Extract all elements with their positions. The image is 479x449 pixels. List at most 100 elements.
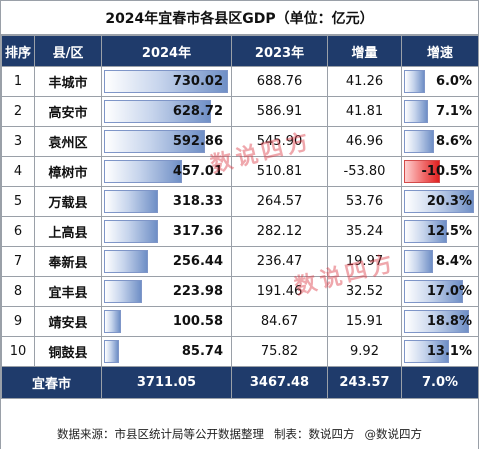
row-growth-rate: 18.8%: [401, 306, 479, 337]
gdp-bar: [104, 70, 228, 93]
row-gdp-2023: 84.67: [231, 306, 328, 337]
row-rank: 10: [1, 336, 35, 367]
row-increase: 41.81: [327, 96, 402, 127]
rate-bar: [404, 340, 449, 363]
growth-rate-value: 8.6%: [435, 134, 472, 149]
header-gdp-2023: 2023年: [231, 35, 328, 67]
row-growth-rate: 7.1%: [401, 96, 479, 127]
rate-bar: [404, 250, 433, 273]
growth-rate-value: 17.0%: [426, 284, 472, 299]
table-row: 1 丰城市 730.02 688.76 41.26 6.0%: [1, 66, 479, 97]
rate-bar: [404, 130, 434, 153]
row-growth-rate: 6.0%: [401, 66, 479, 97]
gdp-bar: [104, 250, 148, 273]
row-county: 高安市: [34, 96, 102, 127]
gdp-2024-value: 628.72: [172, 104, 223, 119]
row-gdp-2023: 264.57: [231, 186, 328, 217]
header-county: 县/区: [34, 35, 102, 67]
row-gdp-2023: 191.46: [231, 276, 328, 307]
row-gdp-2024: 592.86: [101, 126, 232, 157]
row-county: 丰城市: [34, 66, 102, 97]
rate-bar: [404, 160, 440, 183]
gdp-bar: [104, 190, 158, 213]
row-rank: 8: [1, 276, 35, 307]
rate-bar: [404, 280, 463, 303]
row-increase: -53.80: [327, 156, 402, 187]
rate-bar: [404, 70, 425, 93]
total-row: 宜春市 3711.05 3467.48 243.57 7.0%: [1, 366, 479, 399]
table-row: 9 靖安县 100.58 84.67 15.91 18.8%: [1, 306, 479, 337]
gdp-bar: [104, 130, 205, 153]
gdp-2024-value: 457.01: [172, 164, 223, 179]
row-growth-rate: 8.4%: [401, 246, 479, 277]
total-label: 宜春市: [1, 366, 102, 399]
header-increase: 增量: [327, 35, 402, 67]
row-rank: 9: [1, 306, 35, 337]
gdp-2024-value: 318.33: [172, 194, 223, 209]
table-header-row: 排序 县/区 2024年 2023年 增量 增速: [1, 35, 479, 67]
gdp-bar: [104, 160, 182, 183]
row-county: 宜丰县: [34, 276, 102, 307]
total-gdp-2024: 3711.05: [101, 366, 232, 399]
rate-bar: [404, 100, 428, 123]
row-increase: 46.96: [327, 126, 402, 157]
row-gdp-2024: 628.72: [101, 96, 232, 127]
gdp-2024-value: 256.44: [172, 254, 223, 269]
footer-brand: @数说四方: [364, 427, 423, 441]
gdp-bar: [104, 220, 158, 243]
growth-rate-value: 13.1%: [426, 344, 472, 359]
row-county: 樟树市: [34, 156, 102, 187]
table-row: 4 樟树市 457.01 510.81 -53.80 -10.5%: [1, 156, 479, 187]
row-gdp-2023: 282.12: [231, 216, 328, 247]
growth-rate-value: 12.5%: [426, 224, 472, 239]
gdp-bar: [104, 100, 211, 123]
header-growth-rate: 增速: [401, 35, 479, 67]
gdp-2024-value: 85.74: [181, 344, 223, 359]
gdp-2024-value: 592.86: [172, 134, 223, 149]
row-growth-rate: 17.0%: [401, 276, 479, 307]
table-row: 3 袁州区 592.86 545.90 46.96 8.6%: [1, 126, 479, 157]
row-gdp-2023: 75.82: [231, 336, 328, 367]
page-title: 2024年宜春市各县区GDP（单位：亿元）: [1, 1, 478, 35]
gdp-2024-value: 317.36: [172, 224, 223, 239]
gdp-2024-value: 223.98: [172, 284, 223, 299]
footer-maker: 制表：数说四方: [274, 427, 355, 441]
growth-rate-value: 18.8%: [426, 314, 472, 329]
row-gdp-2024: 318.33: [101, 186, 232, 217]
rate-bar: [404, 190, 474, 213]
gdp-bar: [104, 340, 119, 363]
row-rank: 1: [1, 66, 35, 97]
gdp-bar: [104, 310, 121, 333]
growth-rate-value: -10.5%: [421, 164, 473, 179]
gdp-2024-value: 730.02: [172, 74, 223, 89]
gdp-table: 排序 县/区 2024年 2023年 增量 增速 1 丰城市 730.02 688.7…: [1, 35, 479, 399]
row-rank: 3: [1, 126, 35, 157]
row-growth-rate: -10.5%: [401, 156, 479, 187]
row-gdp-2023: 236.47: [231, 246, 328, 277]
row-gdp-2024: 317.36: [101, 216, 232, 247]
row-growth-rate: 8.6%: [401, 126, 479, 157]
footer: 数据来源：市县区统计局等公开数据整理 制表：数说四方 @数说四方: [1, 419, 478, 449]
row-rank: 7: [1, 246, 35, 277]
row-county: 上高县: [34, 216, 102, 247]
row-county: 奉新县: [34, 246, 102, 277]
row-increase: 32.52: [327, 276, 402, 307]
growth-rate-value: 20.3%: [426, 194, 472, 209]
table-row: 2 高安市 628.72 586.91 41.81 7.1%: [1, 96, 479, 127]
row-county: 袁州区: [34, 126, 102, 157]
rate-bar: [404, 310, 469, 333]
table-row: 5 万载县 318.33 264.57 53.76 20.3%: [1, 186, 479, 217]
row-county: 铜鼓县: [34, 336, 102, 367]
growth-rate-value: 6.0%: [435, 74, 472, 89]
total-gdp-2023: 3467.48: [231, 366, 328, 399]
table-row: 7 奉新县 256.44 236.47 19.97 8.4%: [1, 246, 479, 277]
total-increase: 243.57: [327, 366, 402, 399]
table-row: 10 铜鼓县 85.74 75.82 9.92 13.1%: [1, 336, 479, 367]
row-increase: 15.91: [327, 306, 402, 337]
row-increase: 19.97: [327, 246, 402, 277]
row-gdp-2023: 688.76: [231, 66, 328, 97]
row-growth-rate: 20.3%: [401, 186, 479, 217]
growth-rate-value: 8.4%: [435, 254, 472, 269]
row-rank: 4: [1, 156, 35, 187]
